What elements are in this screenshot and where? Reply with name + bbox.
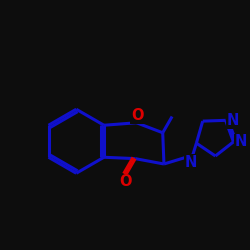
Text: N: N [226,113,239,128]
Text: O: O [131,108,143,123]
Text: N: N [184,155,197,170]
Text: N: N [234,134,247,149]
Text: O: O [119,174,131,189]
